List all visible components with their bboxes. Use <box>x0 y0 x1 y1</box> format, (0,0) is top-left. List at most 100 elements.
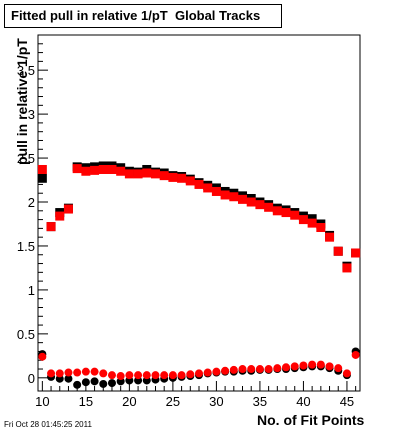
circle-marker-series-3 <box>168 371 177 380</box>
square-marker-series-1 <box>159 171 169 181</box>
circle-marker-series-3 <box>195 369 203 378</box>
x-tick-label: 10 <box>35 394 49 409</box>
y-tick-label: 3 <box>28 107 35 122</box>
circle-marker-series-3 <box>229 365 238 374</box>
square-marker-series-0 <box>37 173 47 183</box>
square-marker-series-1 <box>168 172 178 182</box>
circle-marker-series-3 <box>203 368 212 377</box>
circle-marker-series-3 <box>308 360 317 369</box>
square-marker-series-1 <box>238 194 248 204</box>
circle-marker-series-3 <box>64 368 73 377</box>
square-marker-series-1 <box>63 204 73 214</box>
x-tick-label: 20 <box>122 394 136 409</box>
circle-marker-series-3 <box>125 371 134 380</box>
circle-marker-series-3 <box>290 362 299 371</box>
square-marker-series-1 <box>72 164 82 174</box>
square-marker-series-1 <box>46 222 56 232</box>
circle-marker-series-3 <box>116 372 125 381</box>
circle-marker-series-3 <box>81 367 90 376</box>
circle-marker-series-3 <box>247 365 256 374</box>
circle-marker-series-3 <box>342 369 351 378</box>
circle-marker-series-3 <box>107 371 116 380</box>
circle-marker-series-3 <box>99 369 108 378</box>
square-marker-series-1 <box>124 169 134 179</box>
square-marker-series-1 <box>229 192 239 202</box>
square-marker-series-1 <box>325 232 335 242</box>
circle-marker-series-3 <box>73 368 82 377</box>
square-marker-series-1 <box>342 263 352 273</box>
square-marker-series-1 <box>255 200 265 210</box>
square-marker-series-1 <box>81 166 91 176</box>
circle-marker-series-3 <box>38 352 47 361</box>
square-marker-series-1 <box>272 206 282 216</box>
circle-marker-series-2 <box>81 378 90 387</box>
y-tick-label: 0 <box>28 371 35 386</box>
square-marker-series-1 <box>290 210 300 220</box>
circle-marker-series-2 <box>90 377 99 386</box>
circle-marker-series-2 <box>64 374 73 383</box>
circle-marker-series-3 <box>255 365 264 374</box>
circle-marker-series-3 <box>238 365 247 374</box>
circle-marker-series-3 <box>134 371 143 380</box>
square-marker-series-1 <box>150 169 160 179</box>
circle-marker-series-2 <box>73 380 82 389</box>
data-marks <box>37 161 361 389</box>
square-marker-series-1 <box>351 248 361 258</box>
circle-marker-series-2 <box>99 379 108 388</box>
circle-marker-series-3 <box>151 371 160 380</box>
circle-marker-series-3 <box>264 365 273 374</box>
square-marker-series-1 <box>55 211 65 221</box>
circle-marker-series-3 <box>325 362 334 371</box>
square-marker-series-1 <box>307 218 317 228</box>
x-tick-label: 35 <box>253 394 267 409</box>
circle-marker-series-3 <box>142 371 151 380</box>
circle-marker-series-3 <box>334 364 343 373</box>
circle-marker-series-3 <box>186 370 195 379</box>
circle-marker-series-3 <box>299 361 308 370</box>
square-marker-series-1 <box>211 186 221 196</box>
circle-marker-series-3 <box>351 350 360 359</box>
y-tick-label: 1.5 <box>17 239 35 254</box>
y-tick-label: 1 <box>28 283 35 298</box>
y-tick-label: 2.5 <box>17 151 35 166</box>
circle-marker-series-3 <box>55 369 64 378</box>
chart-title: Fitted pull in relative 1/pT Global Trac… <box>4 4 282 28</box>
square-marker-series-1 <box>90 165 100 175</box>
circle-marker-series-2 <box>107 379 116 388</box>
y-tick-label: 0.5 <box>17 327 35 342</box>
axes: 10 15 20 25 30 35 40 45 0 0.5 1 1.5 2 2.5 3 3.5 <box>17 43 357 409</box>
square-marker-series-1 <box>133 169 143 179</box>
circle-marker-series-3 <box>47 369 56 378</box>
square-marker-series-1 <box>37 164 47 174</box>
y-axis-label: pull in relative 1/pT <box>14 38 30 165</box>
circle-marker-series-3 <box>273 364 282 373</box>
x-tick-label: 40 <box>296 394 310 409</box>
circle-marker-series-3 <box>90 367 99 376</box>
circle-marker-series-3 <box>160 371 169 380</box>
circle-marker-series-3 <box>221 366 230 375</box>
square-marker-series-1 <box>264 202 274 212</box>
square-marker-series-1 <box>220 190 230 200</box>
circle-marker-series-3 <box>177 371 186 380</box>
square-marker-series-1 <box>333 246 343 256</box>
square-marker-series-1 <box>142 168 152 178</box>
plot-frame <box>37 34 361 392</box>
square-marker-series-1 <box>281 208 291 218</box>
x-tick-label: 25 <box>166 394 180 409</box>
square-marker-series-1 <box>246 197 256 207</box>
circle-marker-series-3 <box>212 367 221 376</box>
square-marker-series-1 <box>185 176 195 186</box>
circle-marker-series-3 <box>316 360 325 369</box>
y-tick-label: 2 <box>28 195 35 210</box>
square-marker-series-1 <box>98 164 108 174</box>
square-marker-series-1 <box>298 215 308 225</box>
square-marker-series-1 <box>203 183 213 193</box>
footer-timestamp: Fri Oct 28 01:45:25 2011 <box>4 420 92 429</box>
square-marker-series-1 <box>116 166 126 176</box>
y-tick-label: 3.5 <box>17 63 35 78</box>
x-tick-label: 30 <box>209 394 223 409</box>
square-marker-series-1 <box>107 164 117 174</box>
square-marker-series-1 <box>194 179 204 189</box>
square-marker-series-1 <box>177 173 187 183</box>
square-marker-series-1 <box>316 223 326 233</box>
